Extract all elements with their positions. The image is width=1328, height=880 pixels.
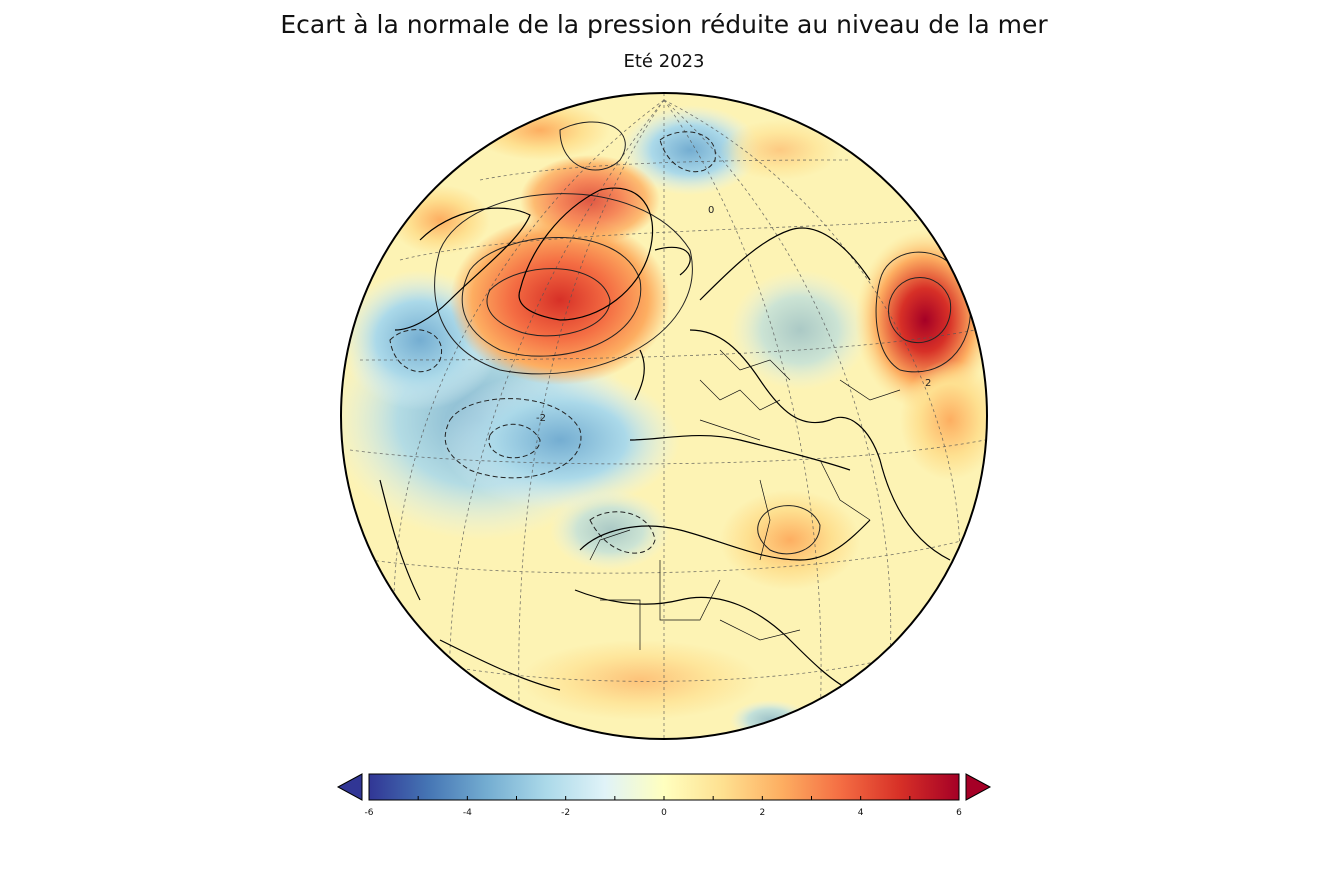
map-title: Ecart à la normale de la pression réduit… (280, 10, 1048, 39)
contour-label-minus-two: -2 (536, 413, 546, 424)
colorbar-tick-label: -6 (365, 808, 374, 818)
graticule (349, 93, 986, 739)
colorbar-tick-label: -4 (463, 808, 472, 818)
colorbar-tick-label: 0 (661, 808, 667, 818)
colorbar-ticks: -6 -4 -2 0 2 4 6 (365, 796, 962, 818)
globe-field: 0 -2 2 (341, 93, 987, 739)
map-subtitle: Eté 2023 (623, 51, 705, 72)
colorbar-tick-label: 4 (858, 808, 864, 818)
negative-contours (389, 131, 716, 554)
colorbar-extend-high (965, 773, 992, 801)
colorbar-extend-low (336, 773, 363, 801)
borders (589, 349, 901, 650)
colorbar-gradient (368, 773, 960, 801)
globe-outline (340, 92, 988, 740)
contour-label-zero: 0 (708, 205, 714, 216)
colorbar-tick-label: 6 (956, 808, 962, 818)
colorbar-tick-label: -2 (561, 808, 570, 818)
colorbar: -6 -4 -2 0 2 4 6 (336, 773, 992, 818)
contour-label-two: 2 (925, 378, 931, 389)
colorbar-tick-label: 2 (759, 808, 765, 818)
